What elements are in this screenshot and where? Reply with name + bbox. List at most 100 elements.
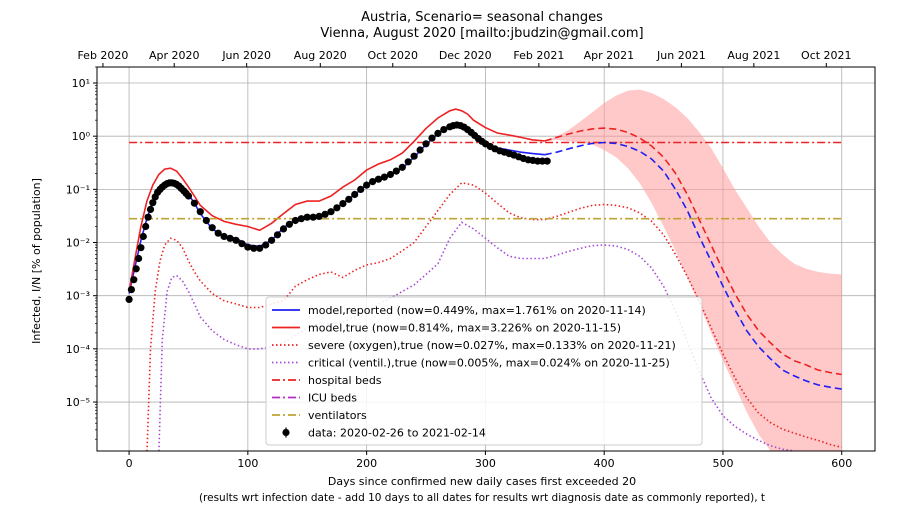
data-point: [321, 210, 329, 218]
top-axis-tick-label: Dec 2020: [439, 49, 492, 62]
uncertainty-band: [544, 89, 842, 451]
data-point: [543, 157, 551, 165]
top-axis-tick-label: Feb 2021: [513, 49, 564, 62]
legend-marker: [282, 428, 290, 437]
data-point: [416, 146, 424, 154]
data-point: [137, 244, 145, 252]
plot-frame: [96, 66, 876, 452]
legend-label: ventilators: [308, 409, 367, 422]
legend-label: hospital beds: [308, 374, 382, 387]
data-point: [279, 225, 288, 233]
y-tick-label: 10⁻³: [66, 290, 90, 303]
data-point: [196, 208, 204, 216]
y-tick-label: 10⁻⁵: [66, 396, 90, 409]
projection-line: [544, 127, 842, 376]
x-tick-label: 200: [356, 457, 377, 470]
data-point: [130, 276, 138, 284]
top-axis-tick-label: Jun 2020: [221, 49, 271, 62]
legend-label: critical (ventil.),true (now=0.005%, max…: [308, 357, 670, 370]
x-tick-label: 300: [475, 457, 496, 470]
data-point: [127, 286, 135, 294]
x-axis-label-secondary: (results wrt infection date - add 10 day…: [199, 492, 765, 504]
data-point: [315, 212, 323, 220]
legend-label: severe (oxygen),true (now=0.027%, max=0.…: [308, 339, 676, 352]
data-point: [285, 220, 293, 228]
legend-label: model,reported (now=0.449%, max=1.761% o…: [308, 304, 646, 317]
data-point: [190, 199, 198, 207]
axes: 0 100 200 300 400 500 600 10¹ 10⁰ 10⁻¹ 10⁻² 10⁻³ 10⁻…: [66, 49, 852, 470]
top-axis-tick-label: Apr 2020: [149, 49, 200, 62]
y-axis-label: Infected, I/N [% of population]: [30, 178, 43, 344]
top-axis-tick-label: Jun 2021: [656, 49, 706, 62]
observed-data-points: [125, 121, 551, 303]
chart-subtitle: Vienna, August 2020 [mailto:jbudzin@gmai…: [320, 26, 643, 41]
x-tick-label: 100: [237, 457, 258, 470]
x-tick-label: 600: [831, 457, 852, 470]
data-point: [144, 213, 152, 221]
data-point: [380, 173, 388, 181]
legend-box: [265, 296, 703, 446]
data-point: [256, 244, 264, 252]
top-axis-tick-label: Feb 2020: [77, 49, 128, 62]
data-point: [125, 295, 133, 303]
data-point: [392, 167, 400, 175]
data-point: [398, 163, 406, 171]
legend-label: model,true (now=0.814%, max=3.226% on 20…: [308, 322, 621, 335]
data-point: [410, 152, 418, 160]
x-tick-label: 0: [126, 457, 133, 470]
data-point: [226, 234, 234, 242]
data-point: [291, 216, 299, 225]
data-point: [208, 224, 216, 232]
data-point: [238, 240, 246, 248]
legend-label: data: 2020-02-26 to 2021-02-14: [308, 427, 486, 440]
top-axis-tick-label: Aug 2021: [727, 49, 780, 62]
data-point: [363, 181, 371, 189]
data-point: [250, 244, 258, 252]
chart-title: Austria, Scenario= seasonal changes: [361, 10, 603, 25]
data-point: [440, 126, 448, 134]
data-point: [369, 178, 377, 186]
data-point: [386, 170, 394, 179]
data-point: [309, 213, 317, 221]
data-point: [374, 175, 383, 183]
y-tick-label: 10⁻²: [66, 237, 90, 250]
data-point: [202, 216, 210, 225]
data-point: [149, 199, 157, 207]
legend: model,reported (now=0.449%, max=1.761% o…: [265, 296, 703, 446]
y-tick-label: 10¹: [72, 77, 90, 90]
data-point: [146, 205, 155, 213]
data-point: [351, 190, 359, 199]
top-axis-tick-label: Apr 2021: [584, 49, 635, 62]
data-point: [132, 265, 140, 273]
data-point: [327, 208, 335, 216]
top-axis-tick-label: Oct 2021: [801, 49, 852, 62]
series-line: [128, 108, 545, 292]
projection-line: [544, 141, 842, 390]
data-point: [214, 229, 222, 237]
x-tick-label: 400: [594, 457, 615, 470]
data-point: [139, 232, 147, 241]
y-tick-label: 10⁻¹: [66, 183, 90, 196]
data-point: [135, 254, 143, 263]
data-point: [262, 241, 270, 249]
data-point: [244, 243, 252, 251]
uncertainty-band-area: [544, 89, 842, 451]
data-point: [339, 200, 347, 208]
top-axis-tick-label: Aug 2020: [294, 49, 347, 62]
legend-label: ICU beds: [308, 392, 357, 405]
data-point: [333, 204, 341, 212]
data-point: [422, 140, 430, 148]
data-point: [268, 236, 276, 244]
data-point: [142, 222, 150, 231]
data-point: [184, 192, 193, 200]
x-axis-label: Days since confirmed new daily cases fir…: [328, 475, 636, 488]
x-tick-label: 500: [712, 457, 733, 470]
data-point: [428, 134, 436, 142]
data-point: [220, 232, 228, 241]
y-tick-label: 10⁰: [72, 130, 91, 143]
y-tick-label: 10⁻⁴: [66, 343, 91, 356]
data-point: [297, 215, 305, 223]
data-point: [232, 236, 240, 244]
data-point: [303, 213, 311, 221]
